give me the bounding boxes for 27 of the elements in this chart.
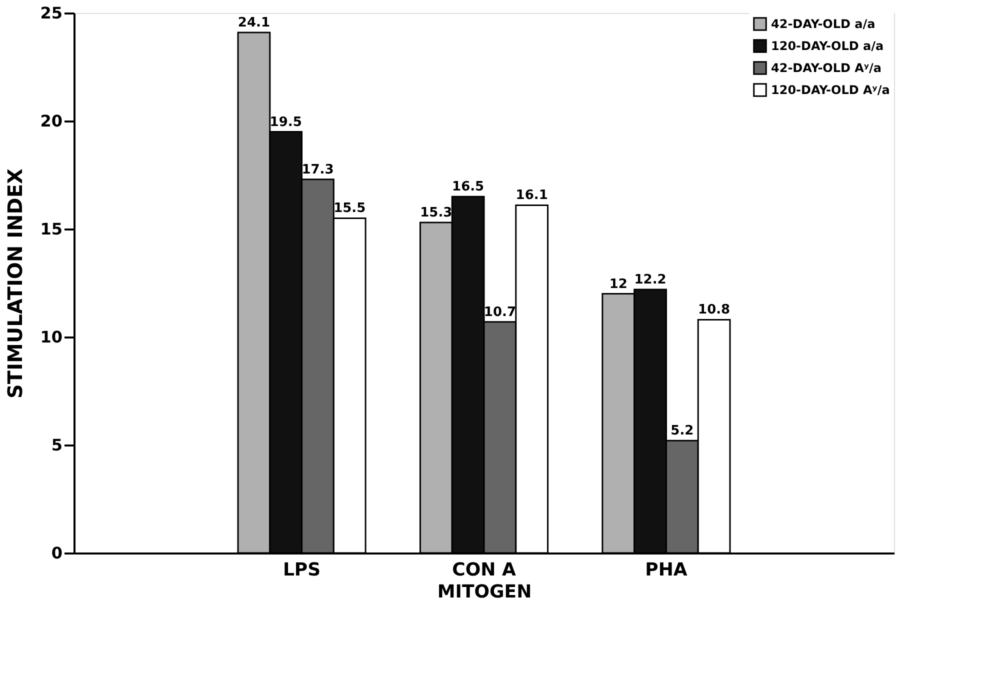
legend-label: 42-DAY-OLD a/a bbox=[771, 17, 876, 31]
y-tick-label: 10 bbox=[40, 328, 62, 346]
data-label: 24.1 bbox=[238, 15, 270, 30]
legend-label: 120-DAY-OLD Aʸ/a bbox=[771, 83, 890, 97]
x-tick-label: PHA bbox=[645, 560, 688, 580]
legend-label: 42-DAY-OLD Aʸ/a bbox=[771, 61, 882, 75]
y-tick-label: 15 bbox=[40, 220, 62, 238]
data-label: 10.8 bbox=[698, 302, 730, 318]
data-label: 19.5 bbox=[270, 114, 302, 130]
x-axis-title: MITOGEN bbox=[437, 582, 532, 602]
data-label: 15.5 bbox=[334, 201, 366, 216]
data-label: 12.2 bbox=[634, 272, 666, 288]
y-tick-label: 20 bbox=[40, 112, 62, 130]
x-tick-label: LPS bbox=[282, 560, 321, 580]
y-tick-label: 25 bbox=[40, 4, 62, 22]
y-tick-label: 0 bbox=[51, 544, 62, 562]
data-label: 12 bbox=[609, 276, 628, 292]
y-axis-title: STIMULATION INDEX bbox=[3, 168, 28, 398]
data-label: 17.3 bbox=[302, 162, 334, 178]
data-label: 15.3 bbox=[420, 206, 452, 221]
data-label: 16.1 bbox=[516, 188, 548, 204]
y-tick-label: 5 bbox=[51, 436, 62, 454]
data-label: 5.2 bbox=[670, 424, 694, 439]
legend-label: 120-DAY-OLD a/a bbox=[771, 39, 884, 53]
data-label: 16.5 bbox=[452, 180, 484, 195]
data-label: 10.7 bbox=[484, 304, 516, 320]
x-tick-label: CON A bbox=[452, 560, 516, 580]
